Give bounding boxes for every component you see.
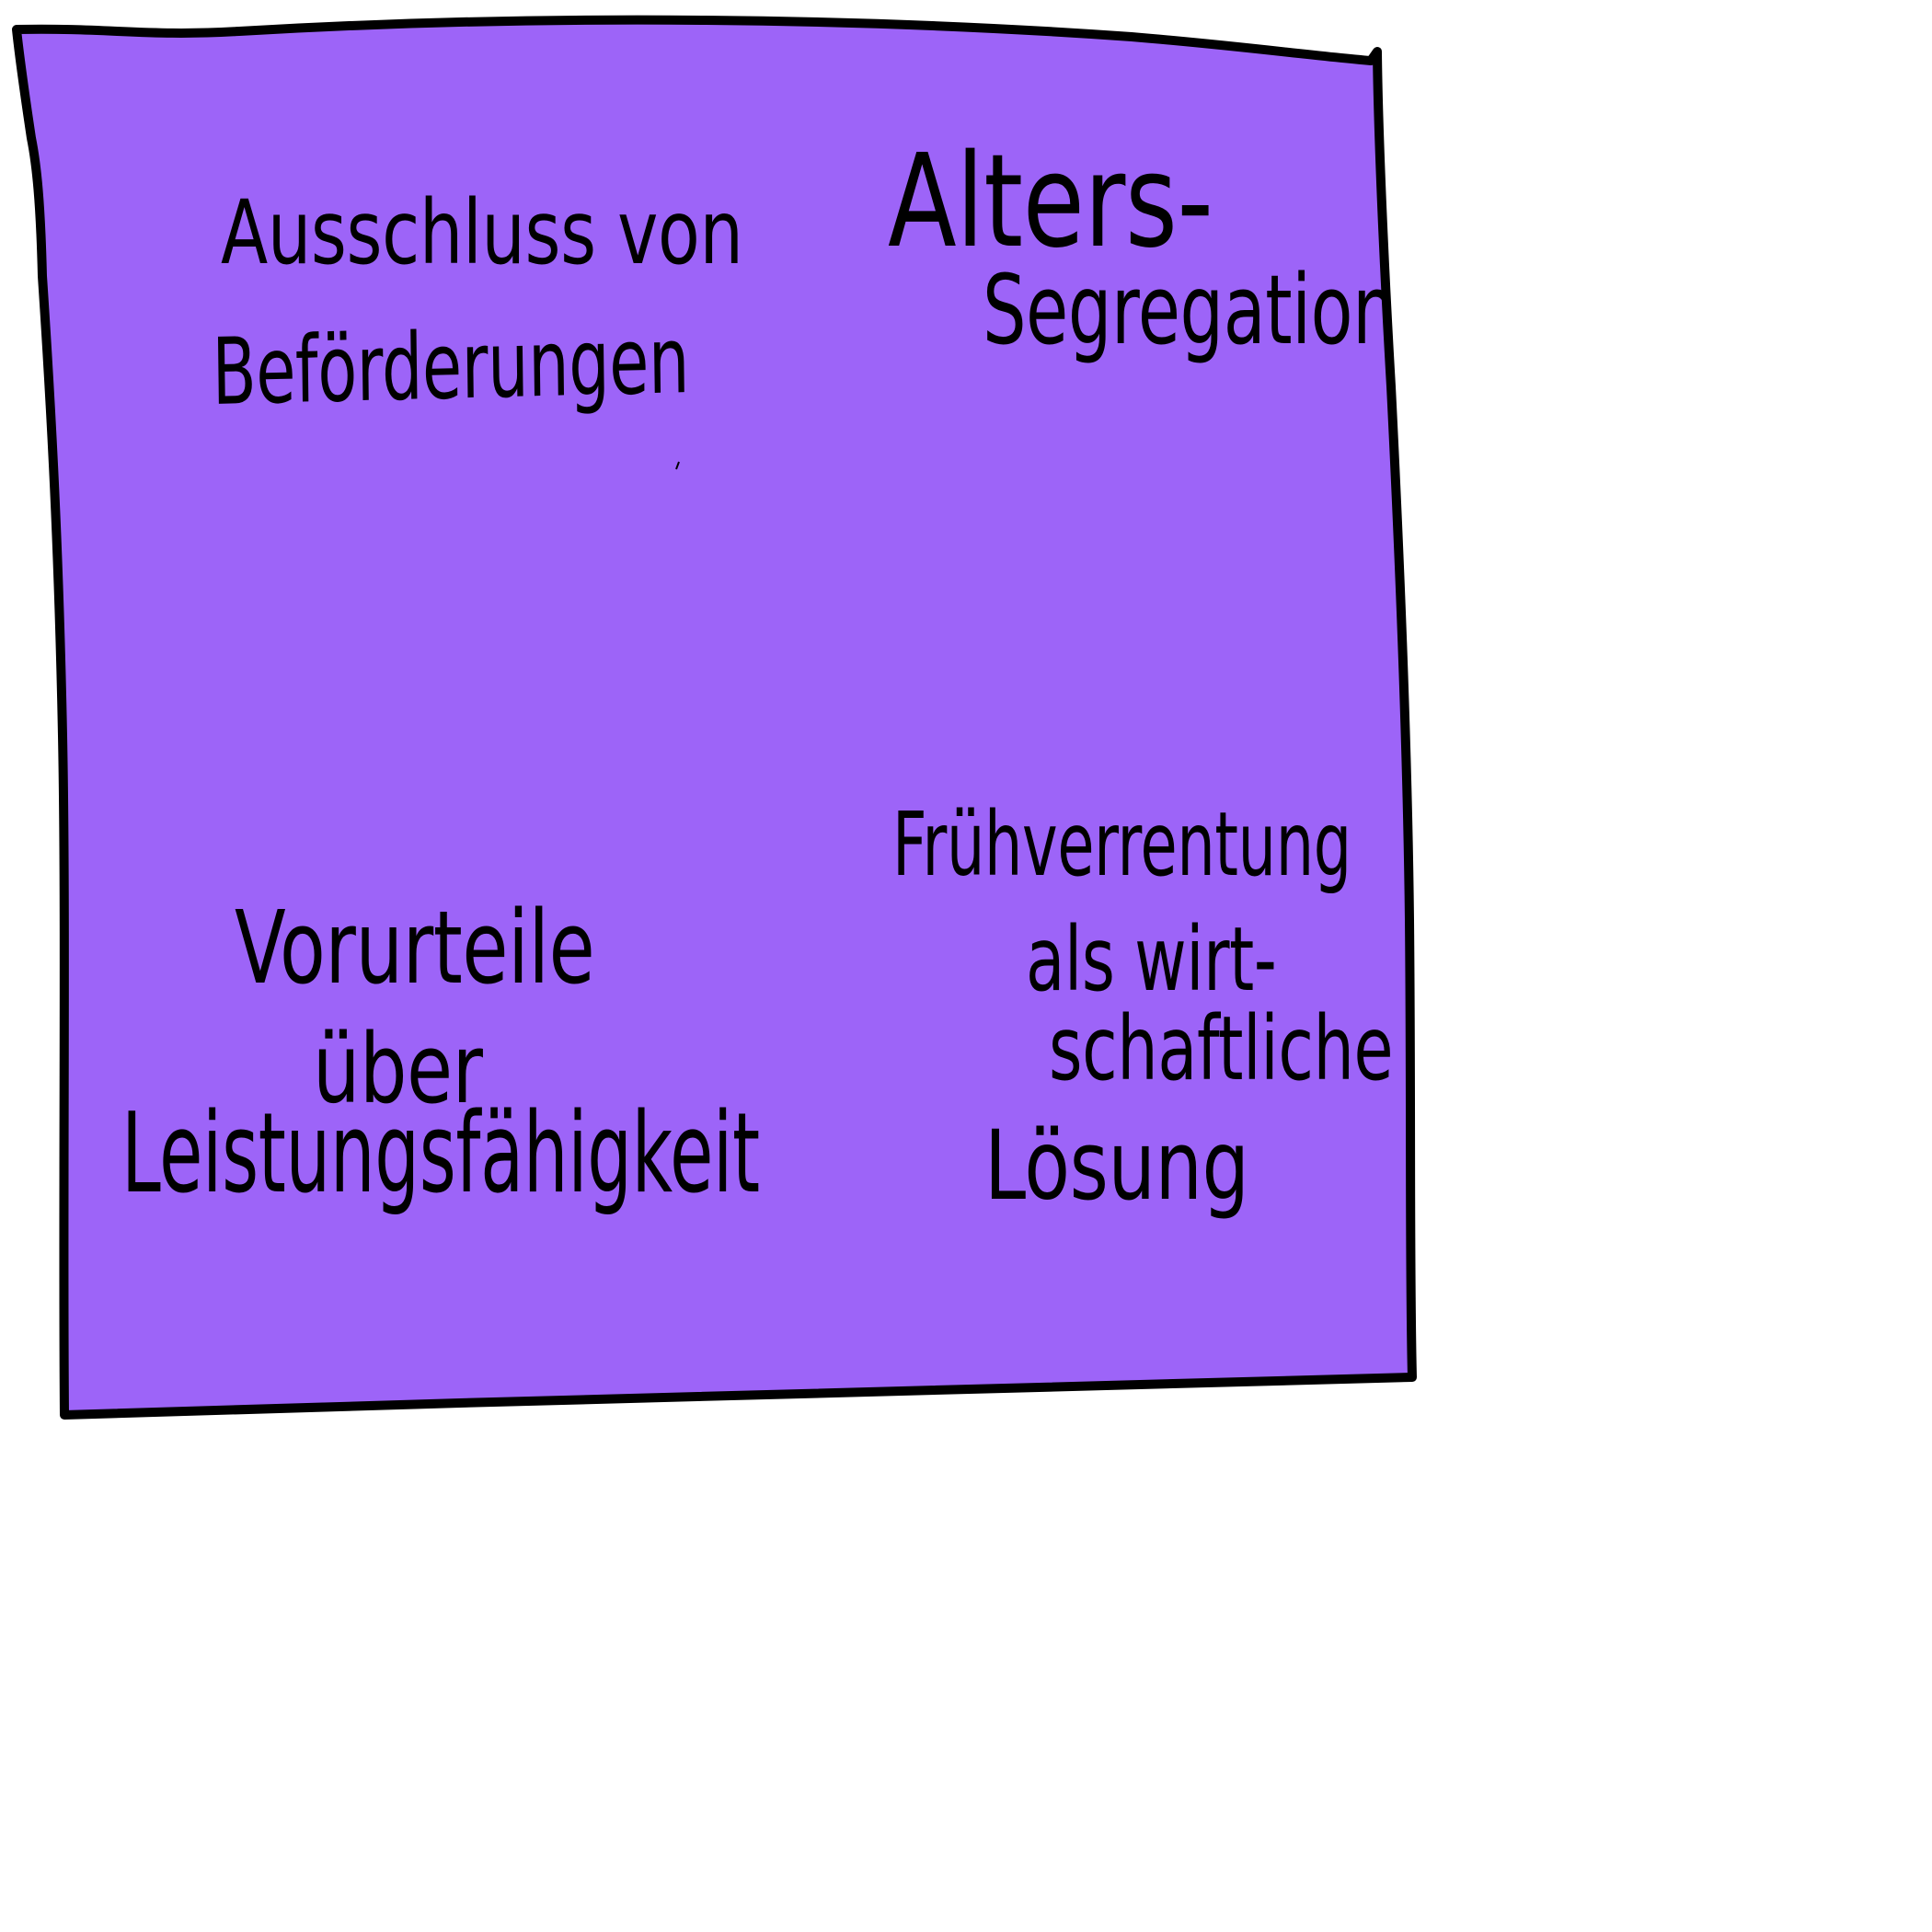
sticky-note-outline	[12, 15, 1417, 1420]
text-ausschluss-line2: Beförderungen	[211, 306, 690, 426]
text-vorurteile-line1: Vorurteile	[235, 889, 595, 1006]
text-alters-line2: Segregation	[983, 254, 1397, 366]
sticky-note-card	[12, 15, 1417, 1420]
text-fruehverrentung-line2: als wirt-	[1026, 908, 1277, 1011]
text-vorurteile-line3: Leistungsfähigkeit	[121, 1090, 760, 1218]
text-fruehverrentung-line1: Frühverrentung	[892, 793, 1351, 896]
pen-speck	[675, 461, 680, 470]
sticky-note-canvas: Ausschluss von Beförderungen Alters- Seg…	[12, 15, 1417, 1420]
text-vorurteile-line2: über	[313, 1013, 483, 1125]
text-fruehverrentung-line4: Lösung	[984, 1110, 1249, 1222]
text-fruehverrentung-line3: schaftliche	[1049, 997, 1394, 1100]
text-ausschluss-line1: Ausschluss von	[221, 181, 743, 284]
text-alters-line1: Alters-	[888, 127, 1213, 277]
